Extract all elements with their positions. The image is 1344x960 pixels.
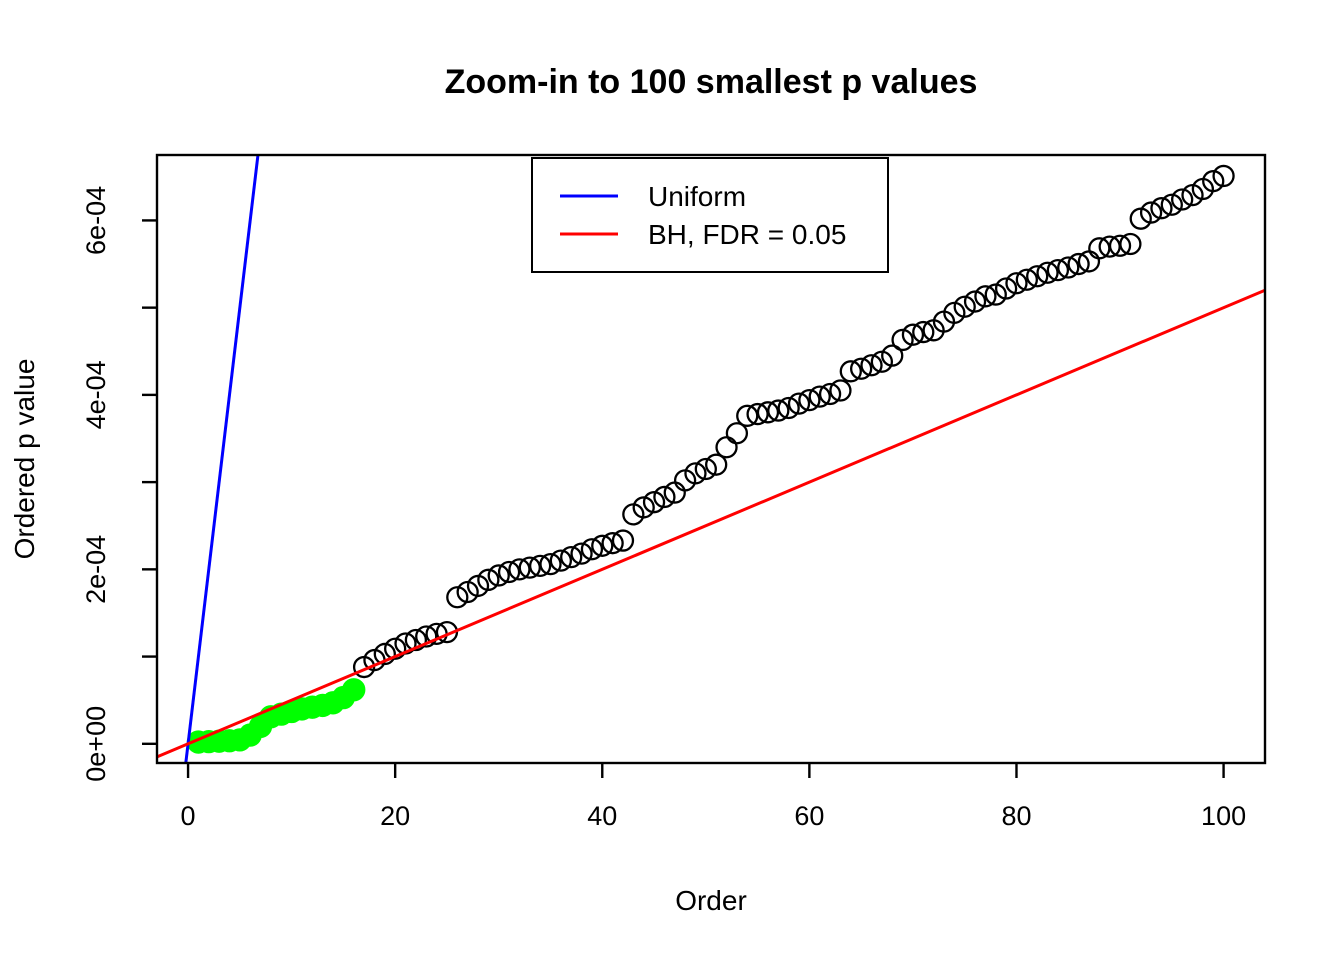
data-point (1119, 232, 1142, 256)
data-point (373, 642, 396, 666)
y-tick-label: 6e-04 (81, 186, 111, 255)
x-tick-label: 80 (1001, 801, 1031, 831)
data-point (746, 402, 769, 426)
plot-border (155, 153, 1267, 765)
data-point (497, 560, 521, 584)
data-point (881, 344, 904, 367)
data-point (528, 554, 552, 578)
data-point (1202, 170, 1225, 193)
data-point (1160, 193, 1183, 216)
data-point (849, 357, 873, 380)
data-point (570, 542, 593, 565)
data-point (953, 295, 976, 318)
data-point (787, 392, 811, 415)
data-point (487, 564, 510, 587)
data-point (1005, 272, 1028, 295)
legend-uniform-label: Uniform (648, 181, 746, 212)
data-point (756, 401, 780, 424)
data-point (1067, 252, 1090, 276)
data-point (611, 529, 635, 552)
y-tick-label: 4e-04 (81, 360, 111, 429)
legend: Uniform BH, FDR = 0.05 (531, 157, 889, 273)
data-point (1139, 201, 1163, 224)
data-point (591, 534, 614, 557)
data-point (860, 354, 883, 377)
data-point (705, 453, 728, 476)
data-point (1212, 164, 1235, 188)
data-point (1015, 268, 1038, 291)
data-point (798, 388, 821, 412)
x-tick-label: 40 (587, 801, 617, 831)
data-point (539, 552, 562, 576)
data-point (580, 538, 604, 561)
data-point (891, 328, 914, 352)
data-point (777, 396, 800, 420)
data-point (549, 549, 573, 572)
data-point (1108, 234, 1132, 257)
x-tick-label: 60 (794, 801, 824, 831)
reference-lines (156, 154, 1266, 764)
data-point (694, 457, 717, 481)
data-point (1057, 256, 1080, 279)
data-point (994, 277, 1018, 300)
data-point (901, 323, 925, 346)
x-tick-label: 20 (380, 801, 410, 831)
data-point (477, 568, 500, 591)
data-point (632, 496, 655, 519)
data-point (912, 320, 935, 344)
x-axis-title: Order (675, 885, 747, 916)
data-point (1171, 188, 1194, 211)
legend-bh-label: BH, FDR = 0.05 (648, 219, 846, 250)
data-point (1026, 265, 1049, 288)
y-tick-label: 0e+00 (81, 706, 111, 782)
data-point (384, 637, 407, 660)
data-point (818, 382, 842, 406)
chart-title: Zoom-in to 100 smallest p values (445, 63, 978, 101)
data-point (560, 545, 583, 569)
x-tick-label: 0 (181, 801, 196, 831)
data-point (653, 485, 676, 509)
data-point (508, 558, 531, 581)
data-point (736, 404, 759, 427)
data-point (684, 462, 707, 485)
data-point (829, 379, 852, 402)
data-point (715, 436, 738, 459)
y-axis: 0e+00 2e-04 4e-04 6e-04 (81, 186, 157, 782)
data-point (642, 491, 666, 514)
x-axis: 0 20 40 60 80 100 (181, 763, 1246, 831)
y-axis-title: Ordered p value (9, 359, 40, 560)
data-point (1150, 197, 1173, 220)
data-point (1036, 261, 1059, 284)
y-tick-label: 2e-04 (81, 535, 111, 604)
data-point (725, 422, 749, 445)
data-point (1046, 258, 1070, 282)
bh-fdr-line (156, 288, 1266, 759)
data-point (601, 532, 624, 555)
data-point (808, 385, 831, 408)
data-point (446, 586, 469, 609)
significant-point (342, 678, 366, 702)
data-point (963, 290, 987, 313)
data-point (839, 360, 862, 383)
x-tick-label: 100 (1201, 801, 1246, 831)
data-point (415, 625, 438, 648)
data-point (518, 556, 541, 579)
data-point (974, 285, 997, 308)
legend-box (531, 157, 889, 273)
uniform-line (184, 154, 260, 764)
data-point (404, 628, 428, 652)
data-point (767, 399, 790, 422)
